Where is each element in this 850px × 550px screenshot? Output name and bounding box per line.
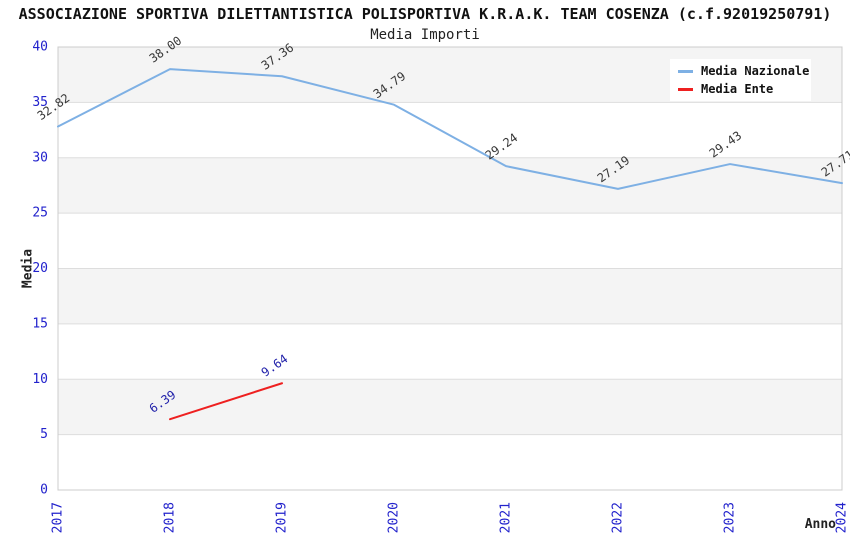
y-tick-label: 15 bbox=[32, 316, 48, 331]
y-tick-label: 25 bbox=[32, 206, 48, 221]
legend-label-media-nazionale: Media Nazionale bbox=[701, 64, 810, 78]
plot-band bbox=[58, 434, 842, 490]
series-line-0 bbox=[57, 68, 843, 190]
x-tick-label: 2021 bbox=[499, 502, 514, 533]
plot-band bbox=[58, 213, 842, 269]
y-tick-label: 35 bbox=[32, 95, 48, 110]
plot-band bbox=[58, 102, 842, 158]
chart-title: ASSOCIAZIONE SPORTIVA DILETTANTISTICA PO… bbox=[18, 5, 832, 23]
legend-item-media-ente: Media Ente bbox=[670, 83, 811, 95]
plot-band bbox=[58, 379, 842, 435]
plot-band bbox=[58, 157, 842, 214]
x-axis-title: Anno bbox=[805, 517, 836, 532]
x-tick-label: 2022 bbox=[611, 502, 626, 533]
plot-border bbox=[57, 46, 843, 491]
x-tick-label: 2024 bbox=[835, 502, 850, 533]
chart-subtitle: Media Importi bbox=[370, 27, 480, 43]
x-tick-label: 2018 bbox=[163, 502, 178, 533]
plot-band bbox=[58, 268, 842, 324]
y-tick-label: 30 bbox=[32, 150, 48, 165]
y-axis-title: Media bbox=[21, 249, 36, 288]
x-tick-label: 2019 bbox=[275, 502, 290, 533]
y-tick-label: 40 bbox=[32, 40, 48, 55]
x-tick-label: 2020 bbox=[387, 502, 402, 533]
legend: Media Nazionale Media Ente bbox=[670, 59, 811, 101]
media-nazionale-line-swatch-icon bbox=[678, 69, 693, 73]
y-tick-label: 20 bbox=[32, 261, 48, 276]
x-tick-label: 2017 bbox=[51, 502, 66, 533]
series-line-1 bbox=[169, 382, 283, 421]
y-tick-label: 0 bbox=[40, 483, 48, 498]
x-tick-label: 2023 bbox=[723, 502, 738, 533]
legend-label-media-ente: Media Ente bbox=[701, 82, 774, 96]
y-tick-label: 5 bbox=[40, 427, 48, 442]
legend-item-media-nazionale: Media Nazionale bbox=[670, 65, 811, 77]
plot-band bbox=[58, 323, 842, 380]
y-tick-label: 10 bbox=[32, 372, 48, 387]
media-ente-line-swatch-icon bbox=[678, 87, 693, 91]
